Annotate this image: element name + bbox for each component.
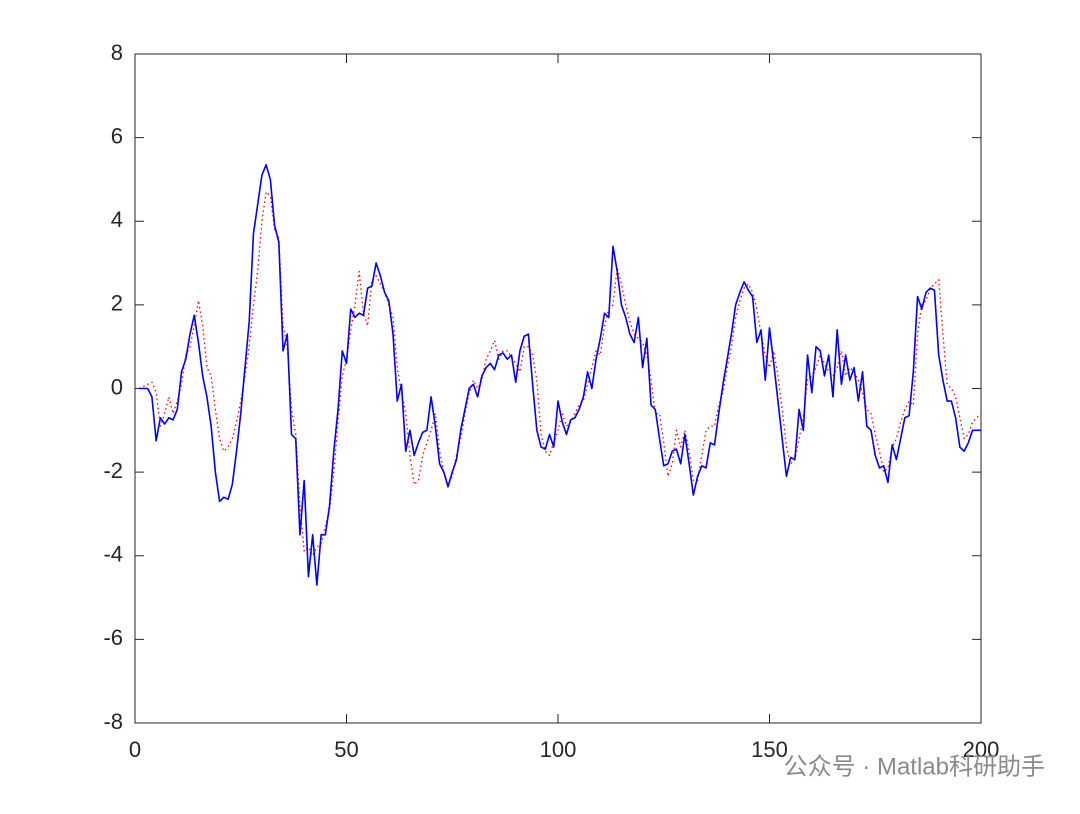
- series-line: [139, 164, 981, 586]
- y-tick-label: -2: [103, 458, 123, 483]
- x-tick-label: 100: [540, 737, 577, 762]
- y-tick-label: -8: [103, 709, 123, 734]
- plot-area: -8 -6 -4 -2 0 2 4 6 8 0 50 100 150 200: [103, 40, 999, 762]
- y-tick-label: -4: [103, 542, 123, 567]
- y-tick-label: 8: [111, 40, 123, 65]
- x-tick-label: 0: [129, 737, 141, 762]
- y-tick-label: 6: [111, 123, 123, 148]
- y-tick-label: 0: [111, 374, 123, 399]
- y-tick-label: 4: [111, 207, 123, 232]
- y-tick-label: -6: [103, 625, 123, 650]
- series-line: [138, 191, 982, 557]
- x-tick-label: 50: [334, 737, 358, 762]
- x-tick-label: 200: [963, 737, 1000, 762]
- watermark: 公众号 · Matlab科研助手: [784, 753, 1045, 780]
- x-tick-label: 150: [751, 737, 788, 762]
- y-tick-label: 2: [111, 291, 123, 316]
